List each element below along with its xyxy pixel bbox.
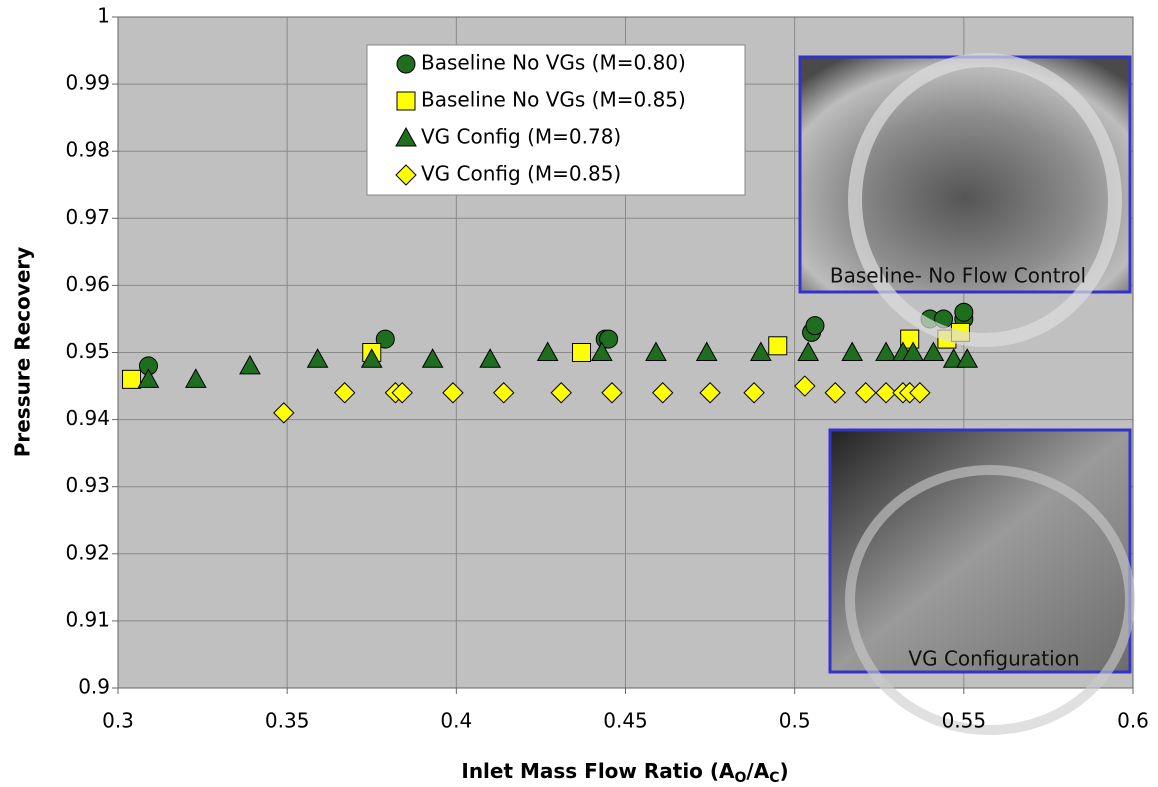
marker-triangle — [536, 341, 559, 361]
legend-box — [366, 44, 746, 196]
marker-diamond — [601, 382, 623, 404]
marker-triangle — [645, 341, 667, 361]
marker-diamond — [875, 382, 897, 404]
y-tick-label: 0.99 — [65, 71, 110, 95]
marker-square — [396, 91, 416, 111]
marker-diamond — [333, 382, 356, 404]
y-tick-label: 0.98 — [65, 138, 110, 162]
inset-top: Baseline- No Flow Control — [798, 53, 1132, 347]
marker-triangle — [306, 348, 329, 368]
legend-label: VG Config (M=0.85) — [421, 162, 621, 186]
inlet-rim — [845, 465, 1135, 735]
marker-triangle — [360, 348, 383, 368]
x-title-sub: C — [769, 770, 779, 786]
marker-square — [572, 343, 592, 362]
y-tick-label: 0.96 — [65, 272, 110, 296]
marker-triangle — [137, 368, 160, 388]
marker-square — [768, 336, 788, 356]
y-tick-label: 0.91 — [65, 607, 110, 631]
marker-diamond — [743, 382, 765, 404]
marker-triangle — [421, 348, 444, 368]
marker-diamond — [824, 382, 846, 404]
marker-circle — [954, 302, 974, 322]
marker-diamond — [391, 382, 413, 404]
y-axis-title: Pressure Recovery — [11, 247, 35, 458]
marker-diamond — [909, 382, 931, 404]
x-title-part: ) — [779, 759, 788, 783]
marker-triangle — [395, 126, 417, 147]
x-tick-label: 0.3 — [102, 709, 134, 733]
y-tick-label: 0.97 — [65, 205, 110, 229]
inset-bottom: VG Configuration — [828, 428, 1135, 735]
marker-diamond — [492, 382, 515, 404]
marker-triangle — [184, 368, 207, 388]
x-title-sub: O — [735, 770, 747, 786]
marker-triangle — [922, 341, 945, 361]
marker-triangle — [590, 341, 613, 361]
legend-label: Baseline No VGs (M=0.80) — [421, 51, 686, 75]
marker-circle — [396, 54, 416, 74]
inset-photo — [798, 55, 1132, 294]
inlet-rim — [848, 53, 1122, 347]
marker-circle — [599, 329, 619, 349]
x-title-part: Inlet Mass Flow Ratio (A — [461, 759, 735, 783]
x-title-part: /A — [746, 759, 769, 783]
y-tick-label: 0.93 — [65, 473, 110, 497]
marker-diamond — [855, 382, 877, 404]
marker-triangle — [841, 341, 864, 361]
x-tick-label: 0.45 — [603, 709, 648, 733]
marker-triangle — [695, 341, 718, 361]
legend-label: VG Config (M=0.78) — [421, 125, 621, 149]
marker-diamond — [794, 375, 816, 397]
x-axis-title: Inlet Mass Flow Ratio (AO/AC) — [461, 759, 788, 787]
marker-triangle — [956, 348, 979, 368]
marker-diamond — [442, 382, 464, 404]
x-tick-label: 0.5 — [779, 709, 811, 733]
marker-square — [122, 369, 142, 389]
marker-triangle — [902, 341, 924, 361]
x-tick-label: 0.55 — [942, 709, 987, 733]
marker-triangle — [749, 341, 772, 361]
marker-triangle — [239, 354, 261, 375]
x-tick-label: 0.35 — [265, 709, 310, 733]
marker-diamond — [550, 382, 572, 404]
y-tick-label: 0.92 — [65, 540, 110, 564]
marker-circle — [805, 316, 825, 336]
marker-triangle — [942, 348, 965, 368]
y-tick-label: 0.9 — [78, 675, 110, 699]
marker-diamond — [699, 382, 721, 404]
marker-triangle — [797, 341, 820, 361]
x-tick-label: 0.6 — [1117, 709, 1149, 733]
marker-triangle — [479, 348, 502, 368]
marker-diamond — [652, 382, 674, 404]
x-tick-label: 0.4 — [440, 709, 472, 733]
y-tick-label: 0.95 — [65, 339, 110, 363]
y-tick-label: 1 — [97, 4, 110, 28]
legend-label: Baseline No VGs (M=0.85) — [421, 88, 686, 112]
y-tick-label: 0.94 — [65, 406, 110, 430]
marker-diamond — [395, 164, 417, 186]
marker-triangle — [875, 341, 897, 361]
inset-caption: VG Configuration — [908, 647, 1079, 671]
legend: Baseline No VGs (M=0.80) Baseline No VGs … — [366, 44, 746, 196]
inset-caption: Baseline- No Flow Control — [830, 264, 1086, 288]
marker-diamond — [273, 402, 295, 424]
